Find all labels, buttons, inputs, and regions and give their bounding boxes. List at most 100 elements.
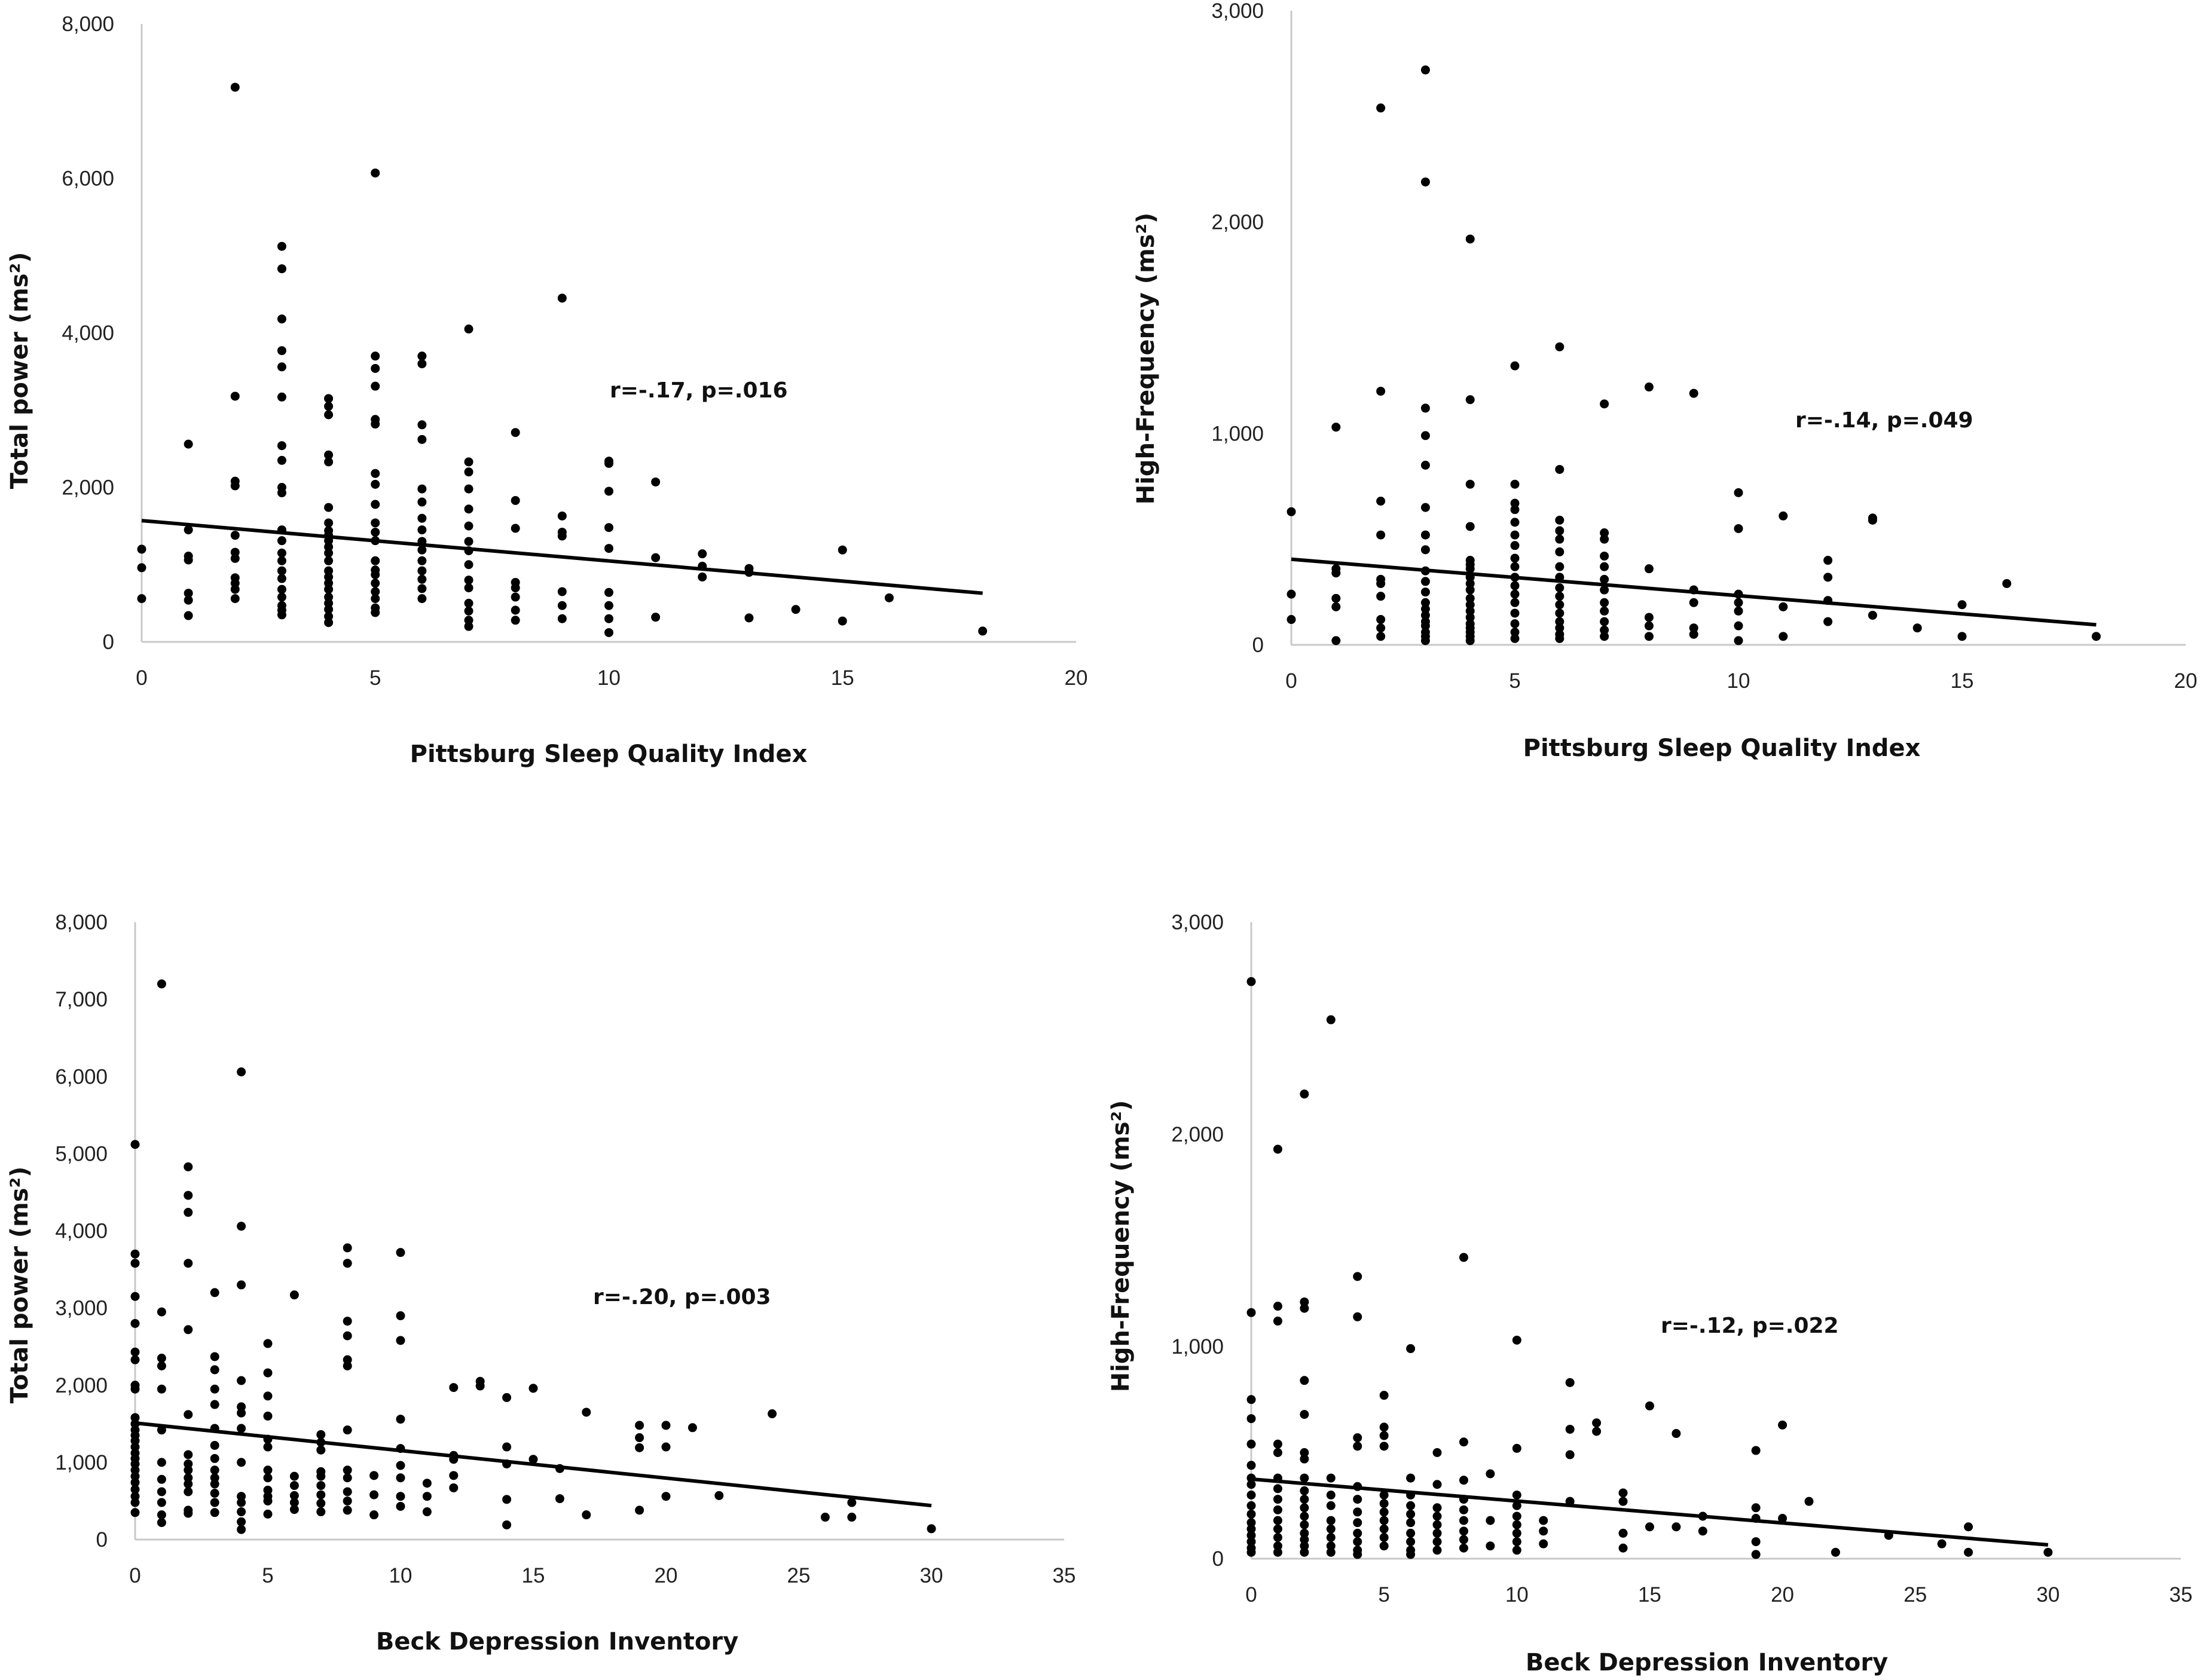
- data-point: [1510, 505, 1520, 515]
- data-point: [502, 1393, 512, 1402]
- data-point: [137, 544, 146, 554]
- panel-psqi-high-frequency: 0 1,000 2,000 3,000 0 5 10 15 20 r=-.14, p=.049…: [1132, 0, 2197, 762]
- data-point: [1376, 632, 1386, 641]
- data-point: [1555, 583, 1565, 593]
- data-point: [237, 1280, 246, 1290]
- data-point: [157, 1498, 166, 1507]
- data-point: [1600, 625, 1609, 635]
- data-point: [464, 583, 473, 593]
- data-point: [324, 450, 334, 460]
- y-tick-label: 1,000: [1211, 422, 1264, 445]
- data-point: [130, 1492, 140, 1501]
- data-point: [688, 1423, 697, 1433]
- data-point: [1555, 634, 1565, 643]
- data-point: [343, 1317, 352, 1326]
- data-point: [396, 1415, 405, 1424]
- data-point: [210, 1352, 219, 1361]
- data-point: [324, 457, 334, 467]
- data-point: [1406, 1491, 1416, 1500]
- data-point: [1459, 1253, 1468, 1262]
- data-point: [371, 479, 380, 489]
- data-point: [511, 616, 520, 625]
- data-point: [1555, 562, 1565, 571]
- data-point: [263, 1442, 273, 1452]
- y-axis-title: High-Frequency (ms²): [1107, 1100, 1135, 1393]
- data-point: [1689, 388, 1698, 398]
- data-point: [1273, 1316, 1282, 1326]
- data-point: [157, 1361, 166, 1370]
- data-point: [230, 585, 240, 594]
- data-point: [1512, 1546, 1521, 1555]
- data-point: [1512, 1501, 1521, 1510]
- data-point: [343, 1505, 352, 1515]
- data-point: [1353, 1550, 1362, 1559]
- data-point: [277, 346, 286, 356]
- data-point: [130, 1419, 140, 1428]
- data-point: [1689, 585, 1698, 595]
- data-point: [1300, 1454, 1309, 1464]
- data-point: [1420, 577, 1430, 586]
- x-tick-label: 15: [1951, 669, 1974, 693]
- data-point: [464, 457, 473, 467]
- correlation-annotation: r=-.20, p=.003: [593, 1285, 771, 1309]
- data-point: [1300, 1520, 1309, 1529]
- data-point: [1432, 1528, 1442, 1538]
- y-tick-label: 3,000: [55, 1297, 108, 1320]
- data-point: [884, 593, 894, 602]
- data-point: [157, 1458, 166, 1467]
- data-point: [1420, 503, 1430, 512]
- data-point: [1376, 387, 1386, 396]
- data-point: [1353, 1528, 1362, 1538]
- data-point: [768, 1409, 777, 1419]
- data-point: [1432, 1520, 1442, 1529]
- data-point: [1565, 1424, 1575, 1434]
- data-point: [464, 622, 473, 631]
- data-point: [417, 351, 427, 361]
- x-tick-label: 15: [522, 1564, 545, 1587]
- y-tick-label: 1,000: [55, 1451, 108, 1474]
- data-point: [1592, 1418, 1602, 1428]
- data-point: [604, 458, 613, 468]
- data-point: [324, 536, 334, 546]
- data-point: [1672, 1429, 1681, 1439]
- data-point: [263, 1368, 273, 1378]
- data-point: [324, 556, 334, 565]
- data-point: [1300, 1376, 1309, 1385]
- data-point: [1406, 1344, 1416, 1354]
- data-point: [1420, 604, 1430, 614]
- data-point: [1459, 1505, 1468, 1514]
- data-point: [1300, 1528, 1309, 1538]
- data-point: [237, 1458, 246, 1467]
- data-point: [1246, 1509, 1256, 1519]
- data-point: [1600, 574, 1609, 584]
- data-point: [422, 1507, 432, 1517]
- data-point: [1300, 1547, 1309, 1557]
- data-point: [1831, 1547, 1840, 1557]
- panel-psqi-total-power: 0 2,000 4,000 6,000 8,000 0 5 10 15 20 r=-.17, p…: [6, 13, 1087, 768]
- data-point: [1465, 479, 1475, 489]
- y-tick-label: 2,000: [1211, 211, 1264, 234]
- data-point: [1420, 545, 1430, 555]
- data-point: [1555, 526, 1565, 535]
- data-point: [1300, 1410, 1309, 1419]
- data-point: [184, 525, 193, 535]
- data-point: [130, 1485, 140, 1494]
- data-point: [277, 264, 286, 274]
- data-point: [1510, 518, 1520, 527]
- data-point: [130, 1442, 140, 1452]
- data-point: [343, 1425, 352, 1435]
- data-point: [1698, 1526, 1707, 1536]
- data-point: [1379, 1442, 1389, 1451]
- data-point: [1246, 1518, 1256, 1528]
- data-point: [1539, 1539, 1548, 1549]
- data-point: [1734, 488, 1743, 497]
- data-point: [1565, 1450, 1575, 1459]
- data-point: [511, 592, 520, 602]
- data-point: [371, 594, 380, 604]
- data-point: [1459, 1437, 1468, 1447]
- data-point: [263, 1391, 273, 1401]
- data-point: [502, 1495, 512, 1504]
- x-tick-label: 10: [389, 1564, 412, 1587]
- data-point: [1823, 573, 1833, 582]
- data-point: [1406, 1518, 1416, 1528]
